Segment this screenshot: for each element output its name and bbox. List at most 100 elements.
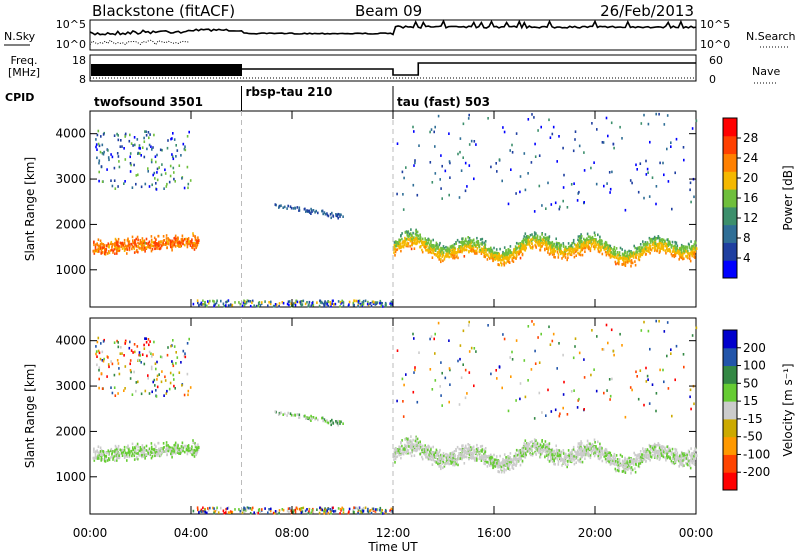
velocity-point — [634, 470, 637, 474]
velocity-point — [590, 451, 593, 455]
velocity-point — [519, 463, 522, 467]
velocity-point — [226, 507, 229, 510]
power-point — [577, 235, 580, 238]
power-point — [670, 145, 672, 148]
velocity-point — [162, 442, 165, 445]
velocity-point — [556, 458, 559, 461]
velocity-point — [173, 384, 175, 388]
velocity-point — [601, 447, 603, 450]
velocity-point — [668, 454, 670, 458]
power-point — [129, 133, 131, 137]
power-point — [479, 248, 482, 252]
power-point — [539, 238, 541, 242]
power-point — [402, 245, 405, 249]
power-point — [649, 140, 651, 144]
power-point — [136, 248, 138, 252]
velocity-point — [614, 456, 617, 460]
power-point — [536, 237, 538, 241]
power-point — [484, 243, 487, 246]
velocity-point — [678, 459, 680, 463]
velocity-point — [135, 450, 137, 453]
power-point — [154, 247, 156, 251]
velocity-point — [455, 458, 458, 461]
power-point — [394, 247, 396, 251]
velocity-point — [441, 459, 443, 463]
power-point — [445, 252, 447, 256]
velocity-point — [348, 507, 351, 511]
power-point — [597, 243, 599, 246]
power-point — [623, 253, 625, 256]
power-point — [547, 181, 549, 185]
power-point — [621, 248, 623, 251]
velocity-point — [685, 462, 687, 465]
velocity-point — [443, 454, 445, 458]
power-point — [498, 252, 500, 256]
power-point — [461, 237, 463, 241]
power-point — [136, 138, 139, 141]
power-point — [400, 249, 402, 253]
power-point — [415, 234, 417, 237]
velocity-point — [151, 455, 154, 458]
velocity-point — [172, 448, 175, 451]
power-point — [397, 241, 399, 244]
power-point — [174, 245, 177, 248]
power-point — [326, 301, 329, 305]
velocity-point — [96, 363, 98, 367]
velocity-point — [308, 507, 311, 511]
velocity-point — [348, 510, 350, 513]
velocity-point — [391, 510, 393, 513]
velocity-point — [178, 452, 180, 455]
power-point — [396, 192, 398, 196]
power-point — [552, 125, 555, 129]
power-point — [133, 247, 136, 251]
velocity-point — [110, 447, 113, 451]
power-point — [610, 121, 613, 125]
power-point — [192, 302, 195, 306]
power-point — [380, 301, 382, 305]
velocity-point — [588, 454, 590, 458]
velocity-point — [576, 455, 579, 459]
power-point — [686, 251, 689, 255]
power-point — [304, 207, 306, 211]
power-point — [453, 247, 456, 250]
velocity-point — [145, 453, 147, 457]
power-point — [149, 133, 151, 136]
power-point — [145, 237, 148, 241]
power-point — [147, 167, 149, 170]
velocity-point — [482, 455, 485, 458]
power-point — [537, 242, 540, 245]
power-point — [666, 238, 668, 242]
velocity-point — [512, 461, 515, 464]
power-point — [418, 240, 421, 244]
power-point — [96, 243, 99, 247]
power-point — [654, 244, 656, 248]
power-point — [572, 241, 575, 244]
nave-tick-low: 0 — [709, 73, 716, 86]
power-point — [492, 254, 495, 258]
velocity-point — [324, 508, 327, 512]
velocity-point — [253, 511, 255, 514]
power-point — [566, 252, 569, 256]
power-point — [557, 253, 560, 256]
power-point — [471, 247, 473, 251]
velocity-point — [421, 455, 423, 459]
velocity-point — [111, 391, 114, 395]
power-point — [146, 246, 148, 249]
power-point — [305, 210, 307, 213]
power-point — [182, 242, 184, 246]
velocity-point — [153, 448, 156, 452]
velocity-point — [493, 462, 496, 466]
velocity-point — [133, 453, 135, 456]
velocity-point — [335, 420, 337, 423]
power-point — [570, 250, 573, 253]
power-point — [107, 245, 110, 248]
power-point — [509, 255, 511, 259]
velocity-point — [146, 453, 148, 456]
power-point — [519, 242, 521, 245]
power-point — [538, 154, 541, 157]
velocity-point — [113, 341, 116, 344]
velocity-point — [415, 441, 417, 444]
power-point — [426, 244, 428, 248]
power-point — [622, 262, 625, 266]
power-point — [520, 247, 523, 251]
